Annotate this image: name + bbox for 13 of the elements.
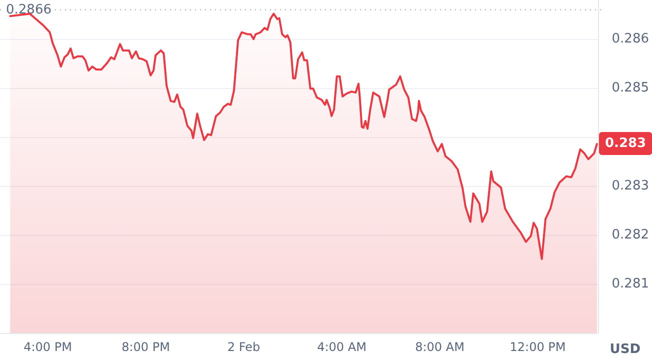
y-tick-label: 0.286 bbox=[612, 32, 649, 47]
y-tick-label: 0.283 bbox=[612, 178, 649, 194]
x-tick-label: 4:00 AM bbox=[317, 340, 366, 354]
y-tick-label: 0.282 bbox=[612, 228, 649, 243]
x-tick-label: 8:00 PM bbox=[122, 340, 170, 354]
x-tick-label: 8:00 AM bbox=[415, 340, 464, 354]
x-tick-label: 12:00 PM bbox=[510, 340, 566, 354]
y-axis-title: USD bbox=[610, 342, 641, 356]
y-tick-label: 0.285 bbox=[612, 80, 649, 96]
x-tick-label: 2 Feb bbox=[227, 340, 260, 354]
y-tick-label: 0.281 bbox=[612, 276, 649, 292]
ref-line-label: 0.2866 bbox=[6, 2, 52, 18]
x-tick-label: 4:00 PM bbox=[24, 340, 72, 354]
